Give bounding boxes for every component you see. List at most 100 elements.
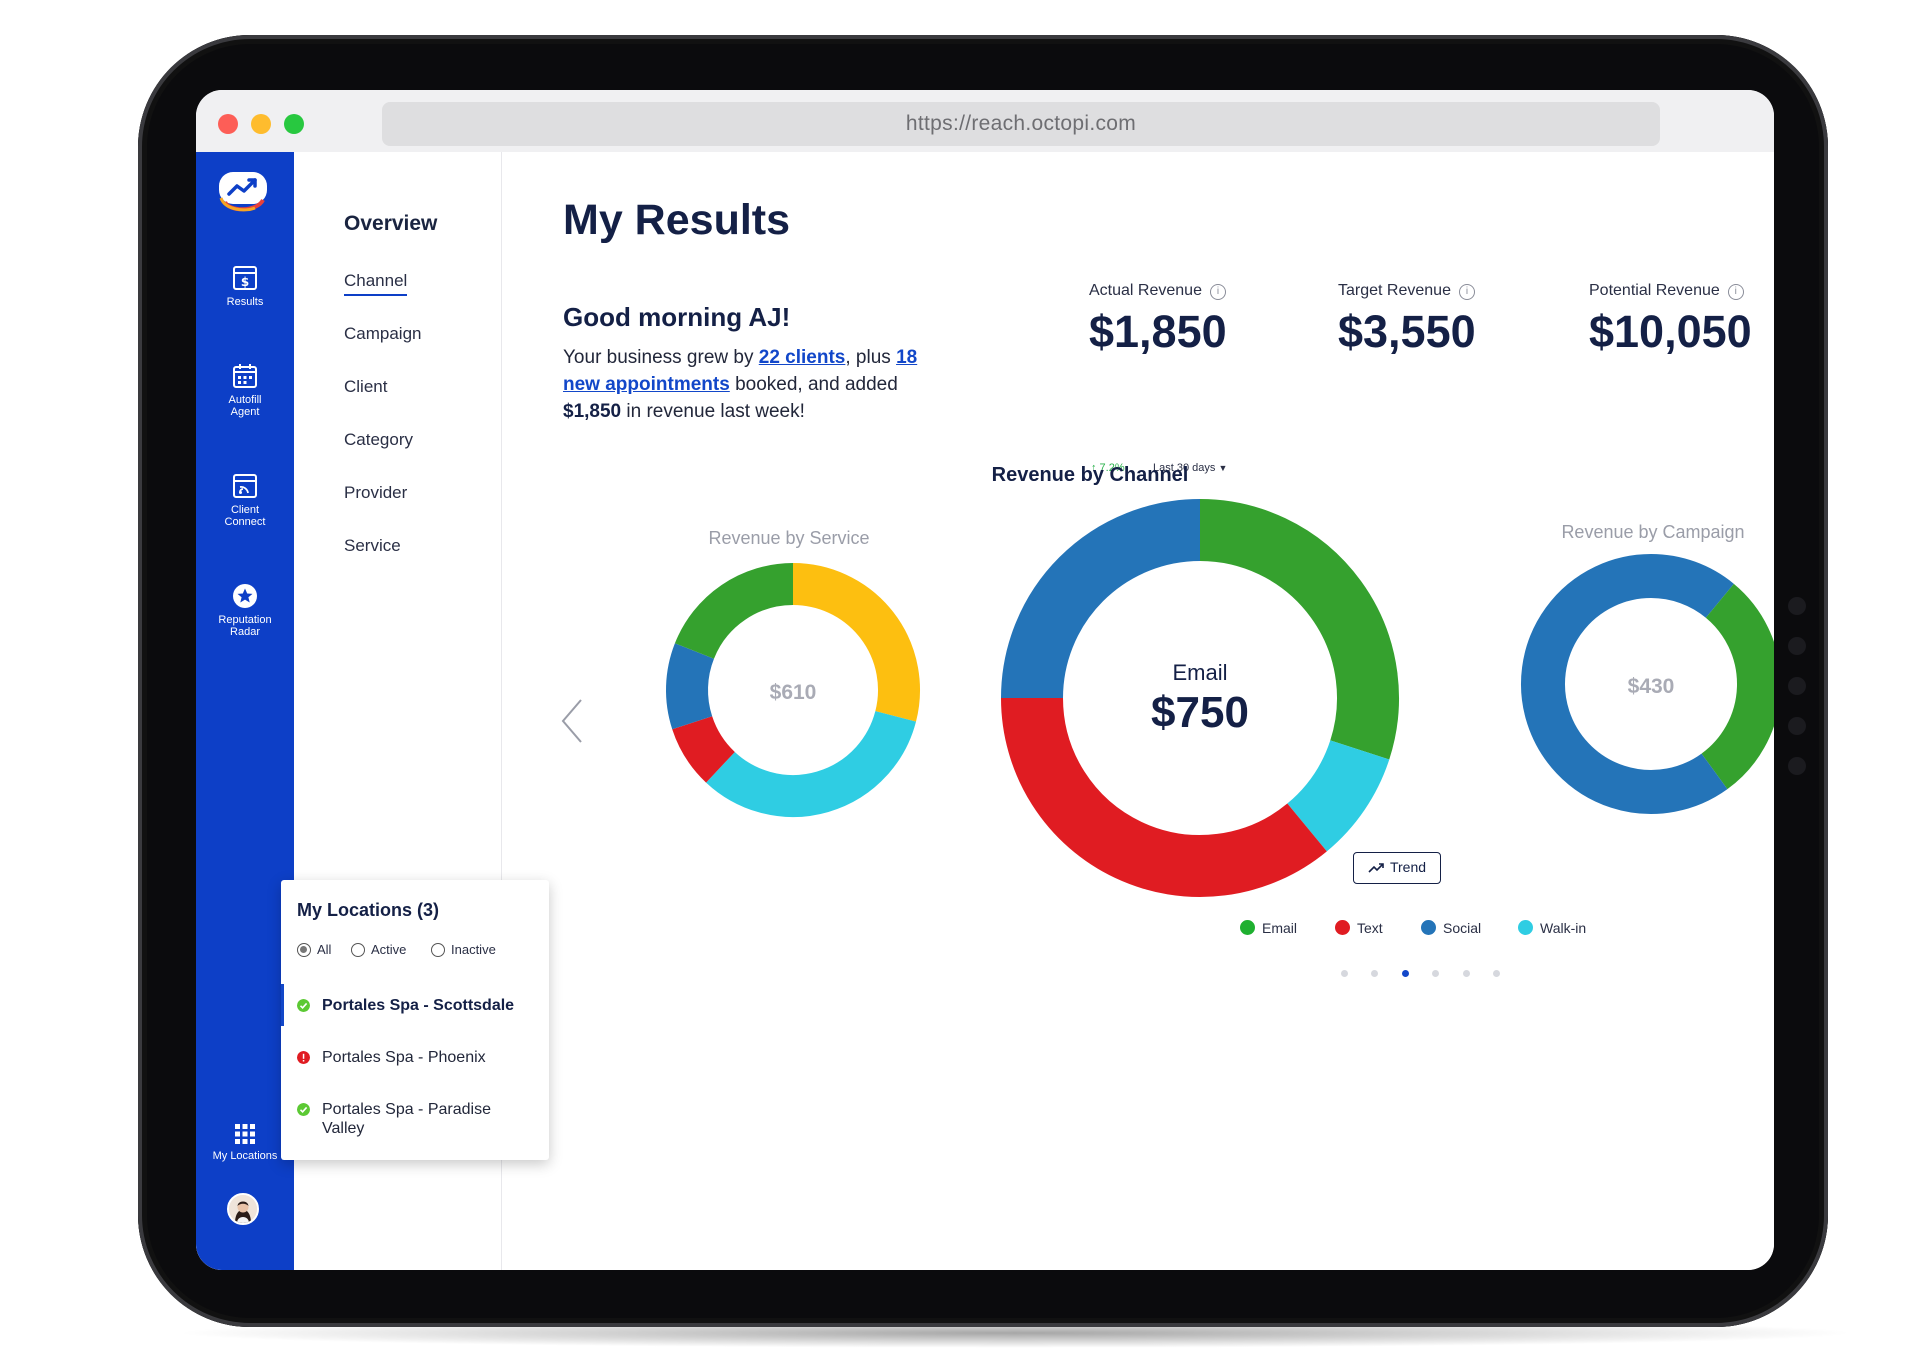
subnav-item-channel[interactable]: Channel: [344, 271, 408, 296]
legend-swatch: [1240, 920, 1255, 935]
info-icon[interactable]: i: [1209, 284, 1226, 300]
kpi-potential-revenue: Potential Revenue i $10,050: [1589, 282, 1752, 357]
rail-item-label: Results: [226, 296, 264, 308]
donut-segment-email[interactable]: [1199, 499, 1399, 760]
donut-chart-service[interactable]: $610: [663, 560, 923, 820]
client-connect-icon: [233, 474, 257, 498]
screen: https://reach.octopi.com $ Results: [196, 90, 1774, 1270]
camera-dot: [1788, 717, 1806, 735]
carousel-dot[interactable]: [1371, 970, 1379, 977]
location-item-phoenix[interactable]: Portales Spa - Phoenix: [297, 1048, 537, 1067]
maximize-window-button[interactable]: [284, 114, 304, 134]
greeting: Good morning AJ!: [563, 302, 791, 332]
donut-center-value: $430: [1628, 675, 1675, 698]
subnav-item-campaign[interactable]: Campaign: [344, 324, 422, 343]
info-icon[interactable]: i: [1727, 284, 1744, 300]
browser-chrome: https://reach.octopi.com: [196, 90, 1774, 152]
donut-segment-segment-4[interactable]: [666, 643, 715, 730]
address-bar[interactable]: https://reach.octopi.com: [382, 102, 1660, 146]
kpi-value: $1,850: [1089, 306, 1227, 357]
page-title: My Results: [563, 196, 791, 244]
subnav-title: Overview: [344, 212, 438, 235]
svg-text:$: $: [241, 275, 249, 289]
donut-segment-social[interactable]: [1001, 499, 1201, 699]
donut-segment-segment-2[interactable]: [706, 710, 917, 817]
clients-link[interactable]: 22 clients: [758, 347, 846, 368]
donut-segment-segment-3[interactable]: [1521, 554, 1728, 814]
legend-item-social[interactable]: Social: [1421, 920, 1481, 936]
kpi-actual-revenue: Actual Revenue i $1,850: [1089, 282, 1227, 357]
rail-item-client-connect[interactable]: Client Connect: [196, 472, 294, 528]
rail-item-label: Reputation Radar: [218, 614, 272, 638]
rail-item-reputation-radar[interactable]: Reputation Radar: [196, 582, 294, 638]
legend-item-text[interactable]: Text: [1335, 920, 1383, 936]
subnav-item-provider[interactable]: Provider: [344, 483, 408, 502]
octopi-logo-icon[interactable]: [215, 168, 271, 214]
donut-chart-channel[interactable]: Email $750: [1000, 498, 1400, 898]
camera-dot: [1788, 677, 1806, 695]
subnav-item-client[interactable]: Client: [344, 377, 388, 396]
donut-segment-text[interactable]: [1001, 697, 1327, 897]
caret-down-icon: ▼: [1218, 463, 1228, 473]
minimize-window-button[interactable]: [251, 114, 271, 134]
close-window-button[interactable]: [218, 114, 238, 134]
info-icon[interactable]: i: [1458, 284, 1475, 300]
filter-inactive-radio[interactable]: Inactive: [431, 942, 496, 957]
nav-rail: $ Results Autofill Agent: [196, 152, 294, 1270]
chart-title-campaign: Revenue by Campaign: [1561, 522, 1745, 542]
carousel-dot-active[interactable]: [1401, 970, 1409, 977]
check-circle-icon: [297, 1103, 310, 1116]
rail-item-label: Autofill Agent: [228, 394, 262, 418]
subnav-item-category[interactable]: Category: [344, 430, 413, 449]
chart-title-channel: Revenue by Channel: [991, 464, 1189, 486]
rail-item-results[interactable]: $ Results: [196, 264, 294, 308]
camera-dot: [1788, 757, 1806, 775]
chevron-left-icon[interactable]: [559, 698, 585, 744]
legend-item-walk-in[interactable]: Walk-in: [1518, 920, 1586, 936]
location-item-scottsdale[interactable]: Portales Spa - Scottsdale: [297, 996, 537, 1015]
carousel-dot[interactable]: [1493, 970, 1501, 977]
radio-icon: [431, 943, 445, 957]
filter-active-radio[interactable]: Active: [351, 942, 406, 957]
location-item-paradise-valley[interactable]: Portales Spa - Paradise Valley: [297, 1100, 537, 1138]
legend-swatch: [1335, 920, 1350, 935]
summary-text: Your business grew by 22 clients, plus 1…: [563, 347, 918, 422]
donut-segment-segment-1[interactable]: [792, 563, 920, 722]
carousel-dot[interactable]: [1341, 970, 1348, 977]
radio-selected-icon: [297, 943, 311, 957]
carousel-dot[interactable]: [1432, 970, 1440, 977]
donut-segment-segment-2[interactable]: [1700, 583, 1774, 790]
carousel-dots: [1341, 964, 1519, 982]
donut-center-value: $750: [1151, 688, 1249, 737]
appointments-link[interactable]: 18 new appointments: [563, 347, 918, 395]
rail-item-autofill-agent[interactable]: Autofill Agent: [196, 362, 294, 418]
carousel-dot[interactable]: [1462, 970, 1470, 977]
camera-dot: [1788, 637, 1806, 655]
results-icon: $: [233, 266, 257, 290]
alert-circle-icon: [297, 1051, 310, 1064]
avatar-icon: [229, 1195, 257, 1223]
date-range-dropdown[interactable]: Last 30 days ▼: [1153, 462, 1228, 474]
donut-chart-campaign[interactable]: $430: [1521, 554, 1774, 824]
locations-popover: My Locations (3) All Active Inactive Por…: [281, 880, 549, 1160]
subnav-item-service[interactable]: Service: [344, 536, 401, 555]
kpi-value: $3,550: [1338, 306, 1476, 357]
legend-swatch: [1518, 920, 1533, 935]
donut-segment-segment-5[interactable]: [674, 563, 794, 660]
filter-all-radio[interactable]: All: [297, 942, 331, 957]
chart-title-service: Revenue by Service: [708, 528, 870, 548]
trend-button[interactable]: Trend: [1353, 852, 1441, 884]
donut-segment-segment-3[interactable]: [672, 715, 736, 783]
legend-item-email[interactable]: Email: [1240, 920, 1297, 936]
star-badge-icon: [233, 584, 257, 608]
app: $ Results Autofill Agent: [196, 152, 1774, 1270]
donut-segment-segment-1[interactable]: [1650, 554, 1734, 619]
camera-dot: [1788, 597, 1806, 615]
selected-indicator: [281, 984, 284, 1026]
kpi-target-revenue: Target Revenue i $3,550: [1338, 282, 1476, 357]
radio-icon: [351, 943, 365, 957]
donut-segment-walk-in[interactable]: [1286, 739, 1390, 852]
legend-swatch: [1421, 920, 1436, 935]
user-avatar[interactable]: [227, 1193, 259, 1225]
rail-item-my-locations[interactable]: My Locations: [196, 1122, 294, 1162]
